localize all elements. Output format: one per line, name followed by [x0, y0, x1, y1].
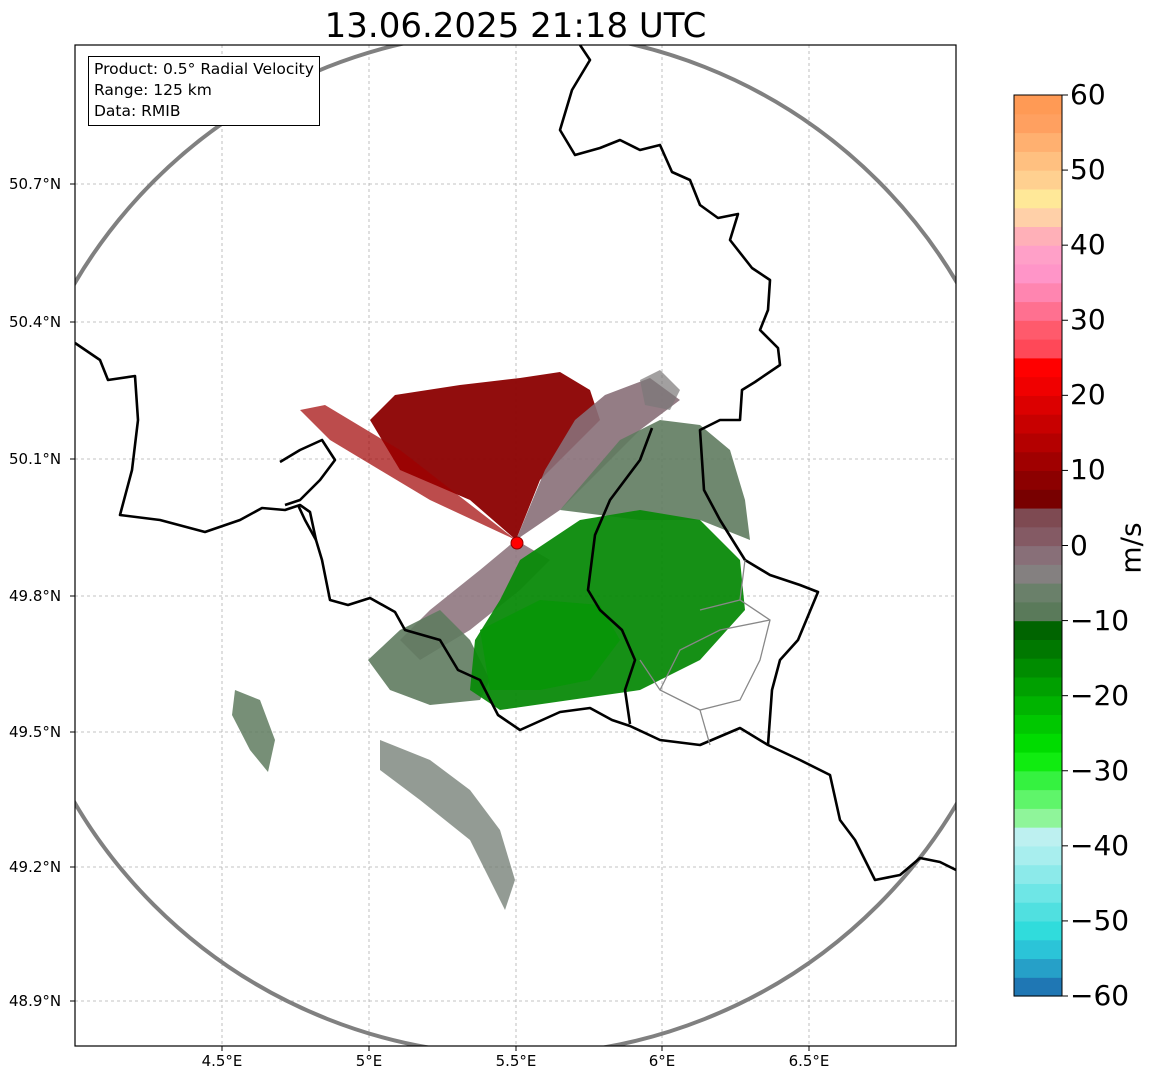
lat-label-48-9: 48.9°N [9, 992, 62, 1010]
info-range: Range: 125 km [94, 81, 212, 99]
colorbar-tick-label: −60 [1070, 979, 1130, 1012]
border-chimay-enclave [279, 438, 337, 507]
radar-echoes [232, 370, 750, 910]
border-givet-point [296, 504, 318, 541]
colorbar-tick-label: 0 [1070, 528, 1088, 562]
echo-south-west-near-zero [368, 610, 490, 705]
lat-label-49-8: 49.8°N [9, 587, 62, 605]
info-product: Product: 0.5° Radial Velocity [94, 60, 314, 78]
lon-label-5: 5°E [355, 1052, 383, 1070]
colorbar-tick-label: 30 [1070, 303, 1106, 337]
lon-label-6: 6°E [648, 1052, 676, 1070]
colorbar-tick-label: 50 [1070, 153, 1106, 187]
lon-label-6-5: 6.5°E [788, 1052, 830, 1070]
echo-south-west-cluster [232, 690, 275, 772]
lat-label-49-5: 49.5°N [9, 723, 62, 741]
gridlines [75, 45, 956, 1046]
product-info-box: Product: 0.5° Radial Velocity Range: 125… [88, 56, 320, 126]
echo-zero-velocity-band-north [516, 378, 680, 540]
lon-label-5-5: 5.5°E [495, 1052, 537, 1070]
colorbar-tick-label: −30 [1070, 753, 1130, 787]
lon-label-4-5: 4.5°E [201, 1052, 243, 1070]
echo-north-west-scatter [300, 405, 516, 540]
border-belgium-france [75, 341, 956, 882]
info-source: Data: RMIB [94, 102, 181, 120]
colorbar-unit-label: m/s [1114, 522, 1148, 574]
colorbar-tick-label: 60 [1070, 78, 1106, 111]
radar-site-marker [510, 536, 524, 550]
colorbar-tick-label: 20 [1070, 378, 1106, 412]
colorbar-tick-label: 40 [1070, 228, 1106, 262]
lat-label-50-4: 50.4°N [9, 313, 62, 331]
admin-border-4 [659, 619, 771, 691]
colorbar-tick-label: −10 [1070, 603, 1130, 637]
axis-ticks [70, 183, 810, 1051]
lat-label-49-2: 49.2°N [9, 858, 62, 876]
map-title: 13.06.2025 21:18 UTC [324, 6, 707, 46]
country-borders [75, 45, 956, 882]
admin-border-1 [639, 599, 771, 711]
border-luxembourg-west [586, 427, 654, 725]
echo-south-strong-outbound [480, 600, 620, 690]
lat-label-50-7: 50.7°N [9, 175, 62, 193]
colorbar-tick-label: −50 [1070, 903, 1130, 937]
admin-border-2 [739, 559, 746, 601]
echo-north-inbound-velocity [370, 372, 600, 540]
lat-label-50-1: 50.1°N [9, 450, 62, 468]
luxembourg-province-borders [639, 559, 771, 746]
colorbar-tick-label: 10 [1070, 453, 1106, 487]
colorbar-tick-label: −40 [1070, 828, 1130, 862]
echo-north-east-scatter [640, 370, 680, 410]
admin-border-3 [699, 709, 711, 746]
border-belgium-luxembourg-east [558, 45, 820, 746]
echo-south-plume [380, 740, 515, 910]
colorbar-tick-label: −20 [1070, 678, 1130, 712]
